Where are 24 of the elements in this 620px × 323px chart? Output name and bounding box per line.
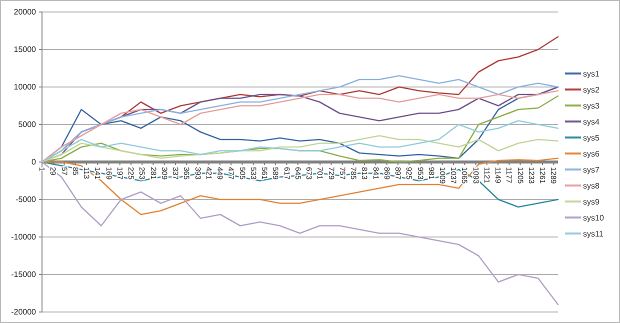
y-tick-label: 15000 — [14, 45, 37, 54]
legend-label: sys2 — [583, 85, 600, 94]
y-tick-label: -5000 — [16, 195, 37, 204]
legend-label: sys9 — [583, 197, 600, 206]
legend-label: sys5 — [583, 133, 600, 142]
legend-label: sys3 — [583, 101, 600, 110]
y-tick-label: 0 — [32, 158, 37, 167]
line-series — [41, 120, 559, 163]
line-series — [41, 161, 559, 306]
legend-label: sys6 — [583, 149, 600, 158]
legend-label: sys7 — [583, 165, 600, 174]
y-tick-label: 20000 — [14, 8, 37, 17]
y-tick-label: 10000 — [14, 82, 37, 92]
y-tick-label: -20000 — [11, 308, 37, 317]
legend-label: sys8 — [583, 181, 600, 190]
legend-label: sys4 — [583, 117, 600, 126]
y-tick-label: -15000 — [11, 270, 37, 280]
y-tick-label: 5000 — [18, 120, 37, 130]
y-tick-label: -10000 — [11, 232, 37, 242]
line-series — [41, 135, 559, 163]
line-series — [41, 158, 559, 216]
legend-label: sys1 — [583, 69, 600, 78]
legend-label: sys11 — [583, 229, 604, 238]
legend-label: sys10 — [583, 213, 604, 222]
